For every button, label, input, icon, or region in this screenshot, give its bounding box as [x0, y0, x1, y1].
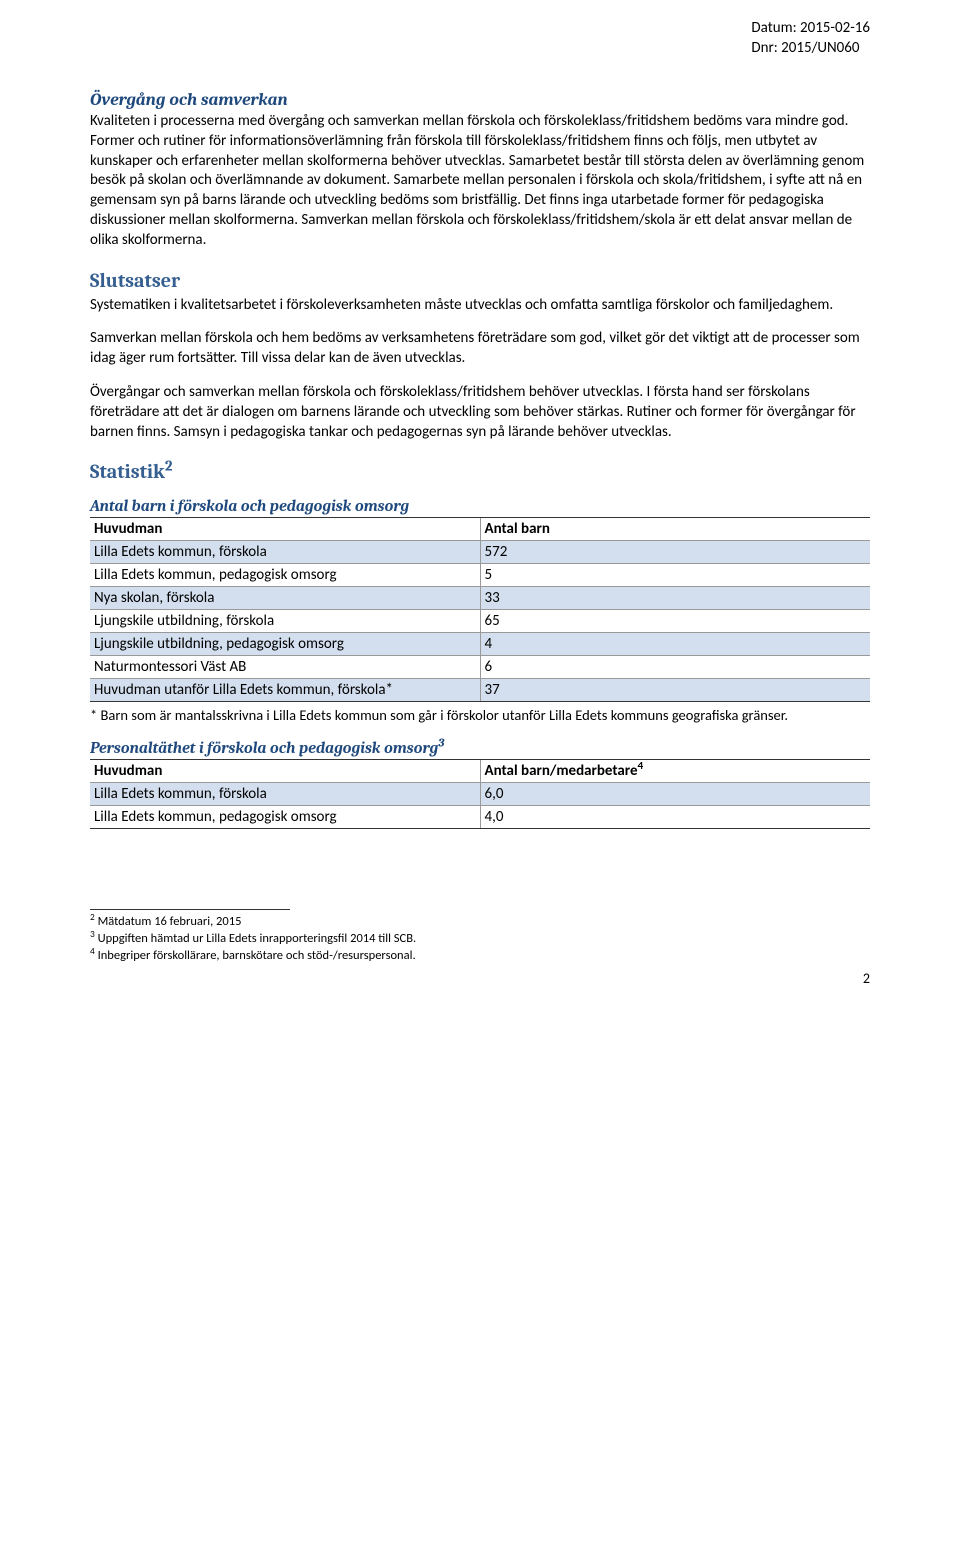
table-row: Lilla Edets kommun, förskola6,0 [90, 783, 870, 806]
table2-caption-sup: 3 [438, 736, 444, 750]
table-header-row: Huvudman Antal barn [90, 518, 870, 541]
table-row: Nya skolan, förskola33 [90, 587, 870, 610]
dnr-label: Dnr: 2015/UN060 [751, 38, 870, 58]
section-body-overgang: Kvaliteten i processerna med övergång oc… [90, 112, 870, 251]
statistik-title-text: Statistik [90, 460, 165, 483]
footnote-separator [90, 909, 290, 910]
table-cell: Huvudman utanför Lilla Edets kommun, för… [90, 679, 480, 702]
table-cell: Naturmontessori Väst AB [90, 656, 480, 679]
slutsatser-p1: Systematiken i kvalitetsarbetet i försko… [90, 296, 870, 316]
section-title-slutsatser: Slutsatser [90, 269, 870, 292]
table2-col2-sup: 4 [638, 759, 644, 773]
table-cell: 572 [480, 541, 870, 564]
footnotes-block: 2 Mätdatum 16 februari, 2015 3 Uppgiften… [90, 914, 870, 965]
table-personaltathet: Huvudman Antal barn/medarbetare4 Lilla E… [90, 759, 870, 829]
table-cell: 6 [480, 656, 870, 679]
table-cell: Ljungskile utbildning, pedagogisk omsorg [90, 633, 480, 656]
date-label: Datum: 2015-02-16 [751, 18, 870, 38]
table2-caption: Personaltäthet i förskola och pedagogisk… [90, 739, 870, 757]
table-cell: Lilla Edets kommun, pedagogisk omsorg [90, 806, 480, 829]
table1-col1: Huvudman [90, 518, 480, 541]
table-cell: Ljungskile utbildning, förskola [90, 610, 480, 633]
table-cell: Lilla Edets kommun, pedagogisk omsorg [90, 564, 480, 587]
footnote-3-text: Uppgiften hämtad ur Lilla Edets inrappor… [98, 931, 417, 946]
table-cell: Nya skolan, förskola [90, 587, 480, 610]
statistik-sup: 2 [165, 457, 173, 475]
section-title-statistik: Statistik2 [90, 460, 870, 483]
table-row: Lilla Edets kommun, pedagogisk omsorg4,0 [90, 806, 870, 829]
table-cell: 65 [480, 610, 870, 633]
table-header-row: Huvudman Antal barn/medarbetare4 [90, 760, 870, 783]
table-cell: 33 [480, 587, 870, 610]
table-antal-barn: Huvudman Antal barn Lilla Edets kommun, … [90, 517, 870, 702]
footnote-2-text: Mätdatum 16 februari, 2015 [98, 914, 242, 929]
table-cell: Lilla Edets kommun, förskola [90, 541, 480, 564]
table2-col1: Huvudman [90, 760, 480, 783]
table1-caption: Antal barn i förskola och pedagogisk oms… [90, 497, 870, 515]
table-cell: 37 [480, 679, 870, 702]
slutsatser-p2: Samverkan mellan förskola och hem bedöms… [90, 329, 870, 369]
table-row: Lilla Edets kommun, förskola572 [90, 541, 870, 564]
table-cell: 5 [480, 564, 870, 587]
table-cell: 4 [480, 633, 870, 656]
table-cell: 6,0 [480, 783, 870, 806]
table-row: Naturmontessori Väst AB6 [90, 656, 870, 679]
table2-col2: Antal barn/medarbetare4 [480, 760, 870, 783]
table2-caption-text: Personaltäthet i förskola och pedagogisk… [90, 739, 438, 757]
document-page: Datum: 2015-02-16 Dnr: 2015/UN060 Övergå… [0, 0, 960, 1005]
table2-col2-text: Antal barn/medarbetare [485, 762, 638, 780]
table-row: Ljungskile utbildning, förskola65 [90, 610, 870, 633]
table1-col2: Antal barn [480, 518, 870, 541]
footnote-4: 4 Inbegriper förskollärare, barnskötare … [90, 948, 870, 965]
table-row: Huvudman utanför Lilla Edets kommun, för… [90, 679, 870, 702]
slutsatser-p3: Övergångar och samverkan mellan förskola… [90, 383, 870, 442]
footnote-4-text: Inbegriper förskollärare, barnskötare oc… [98, 948, 416, 963]
table-row: Ljungskile utbildning, pedagogisk omsorg… [90, 633, 870, 656]
table-cell: 4,0 [480, 806, 870, 829]
table1-note: * Barn som är mantalsskrivna i Lilla Ede… [90, 706, 870, 725]
page-number: 2 [863, 970, 870, 987]
page-header-meta: Datum: 2015-02-16 Dnr: 2015/UN060 [751, 18, 870, 59]
table-row: Lilla Edets kommun, pedagogisk omsorg5 [90, 564, 870, 587]
footnote-2: 2 Mätdatum 16 februari, 2015 [90, 914, 870, 931]
footnote-3: 3 Uppgiften hämtad ur Lilla Edets inrapp… [90, 931, 870, 948]
table-cell: Lilla Edets kommun, förskola [90, 783, 480, 806]
section-title-overgang: Övergång och samverkan [90, 90, 870, 110]
